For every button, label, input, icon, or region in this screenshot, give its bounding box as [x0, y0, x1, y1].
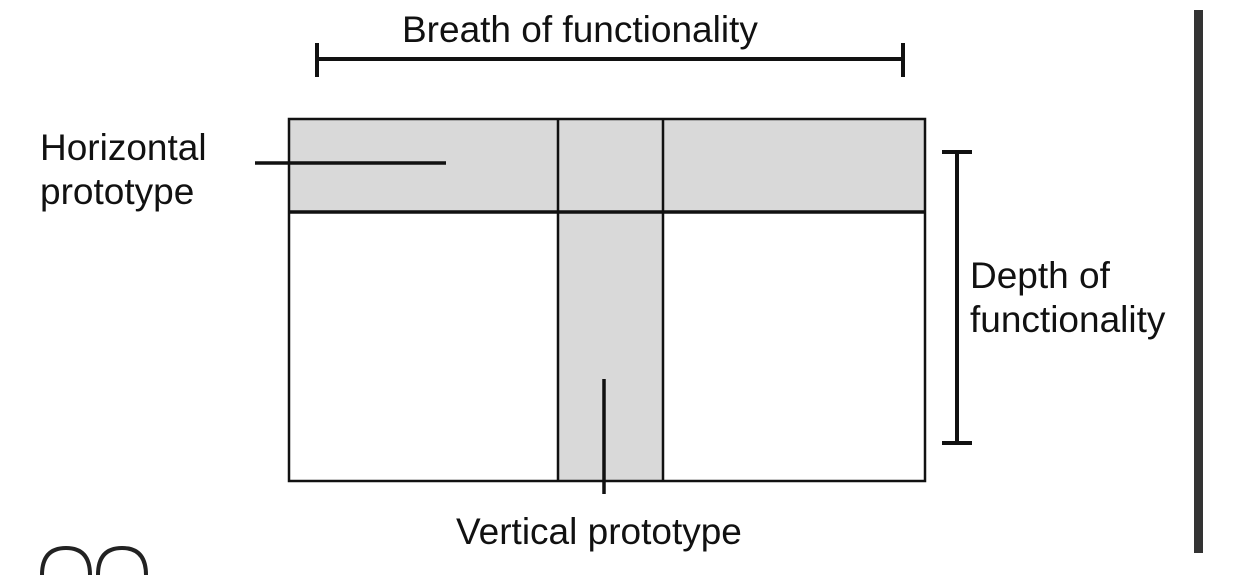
horizontal-label-line2: prototype [40, 171, 195, 212]
vertical-prototype-band [558, 212, 663, 481]
depth-label-line2: functionality [970, 299, 1166, 340]
horizontal-label-line1: Horizontal [40, 127, 207, 168]
functionality-grid-border [287, 117, 927, 483]
cropped-fragment [40, 545, 148, 576]
depth-label-line1: Depth of [970, 255, 1110, 296]
depth-bracket [942, 150, 972, 445]
horizontal-prototype-band [289, 119, 925, 212]
horizontal-prototype-label: Horizontal prototype [40, 126, 207, 214]
vertical-prototype-label: Vertical prototype [456, 511, 742, 552]
right-edge-bar [1194, 10, 1203, 553]
breadth-of-functionality-label: Breath of functionality [402, 9, 758, 50]
breadth-bracket [315, 43, 905, 77]
depth-of-functionality-label: Depth of functionality [970, 254, 1165, 342]
